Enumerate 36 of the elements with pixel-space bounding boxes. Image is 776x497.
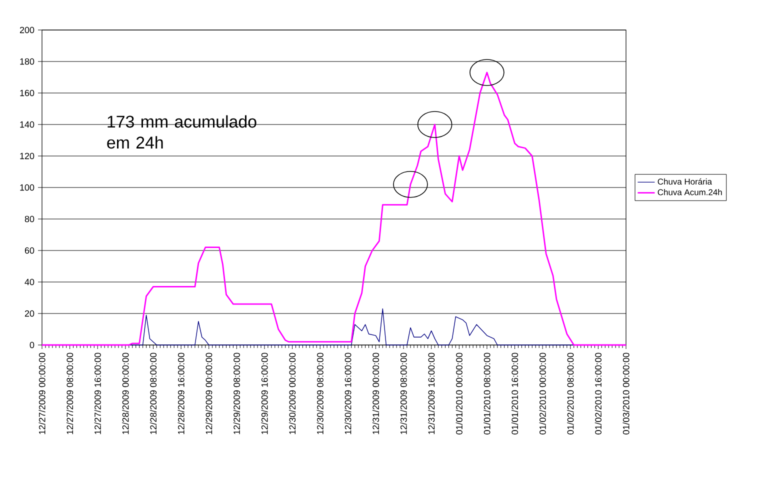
x-tick-label: 12/31/2009 16:00:00 — [428, 352, 435, 434]
y-tick-label: 40 — [24, 278, 34, 286]
x-tick-label: 01/02/2010 00:00:00 — [539, 352, 546, 434]
x-tick-label: 01/03/2010 00:00:00 — [622, 352, 630, 434]
x-tick-label: 12/30/2009 00:00:00 — [288, 352, 296, 434]
x-tick-label: 12/27/2009 08:00:00 — [66, 352, 74, 434]
x-tick-label: 12/31/2009 08:00:00 — [400, 352, 407, 434]
x-tick-label: 12/29/2009 16:00:00 — [261, 352, 268, 434]
x-tick-label: 12/30/2009 08:00:00 — [316, 352, 324, 434]
y-tick-label: 60 — [24, 247, 34, 254]
y-tick-label: 80 — [24, 216, 34, 222]
x-tick-label: 12/29/2009 08:00:00 — [233, 352, 240, 434]
legend-label: Chuva Acum.24h — [658, 189, 722, 196]
x-tick-label: 01/02/2010 08:00:00 — [567, 352, 574, 434]
x-tick-label: 12/28/2009 00:00:00 — [122, 352, 129, 434]
x-tick-label: 01/02/2010 16:00:00 — [594, 352, 602, 434]
x-tick-label: 12/28/2009 16:00:00 — [178, 352, 184, 434]
x-tick-label: 01/01/2010 08:00:00 — [484, 352, 490, 434]
x-tick-label: 01/01/2010 00:00:00 — [456, 352, 462, 434]
y-tick-label: 120 — [20, 152, 34, 160]
x-tick-label: 12/28/2009 08:00:00 — [150, 352, 157, 434]
x-tick-label: 12/31/2009 00:00:00 — [372, 352, 380, 434]
y-tick-label: 100 — [20, 184, 34, 191]
x-tick-label: 12/29/2009 00:00:00 — [206, 352, 212, 434]
y-tick-label: 160 — [20, 90, 34, 96]
annotation: 173 mm acumulado em 24h — [107, 115, 256, 149]
legend-label: Chuva Horária — [658, 178, 712, 185]
y-tick-label: 200 — [20, 26, 34, 34]
y-tick-label: 0 — [30, 342, 34, 348]
y-tick-label: 180 — [20, 58, 34, 65]
x-tick-label: 01/01/2010 16:00:00 — [511, 352, 518, 434]
x-tick-label: 12/30/2009 16:00:00 — [344, 352, 352, 434]
x-tick-label: 12/27/2009 16:00:00 — [94, 352, 101, 434]
y-tick-label: 140 — [20, 121, 34, 128]
y-tick-label: 20 — [24, 310, 34, 317]
x-tick-label: 12/27/2009 00:00:00 — [38, 352, 46, 434]
